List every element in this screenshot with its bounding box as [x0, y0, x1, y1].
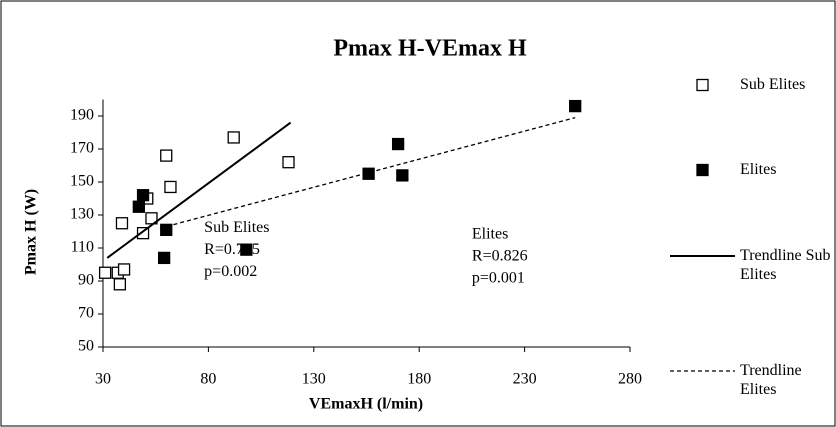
x-tick-label: 280 [618, 371, 642, 388]
data-point [117, 263, 131, 276]
y-tick-label: 70 [78, 305, 94, 322]
legend-label: Trendline Elites [740, 362, 802, 398]
chart-title: Pmax H-VEmax H [333, 36, 527, 62]
data-point [391, 137, 405, 151]
legend-label: Sub Elites [740, 76, 806, 93]
x-tick-label: 80 [200, 371, 216, 388]
y-axis-label: Pmax H (W) [23, 189, 40, 275]
x-tick-label: 180 [407, 371, 431, 388]
data-point [396, 169, 409, 182]
data-point [113, 278, 127, 291]
data-point [136, 226, 150, 240]
annotation: R=0.826 [472, 247, 528, 264]
data-point [132, 200, 145, 213]
data-point [569, 99, 582, 113]
data-point [164, 180, 177, 194]
data-point [160, 149, 173, 162]
data-point [157, 251, 171, 265]
legend-marker [696, 78, 709, 92]
legend-marker [696, 163, 709, 177]
y-tick-label: 170 [70, 140, 94, 157]
y-tick-label: 110 [71, 239, 94, 256]
x-axis-label: VEmaxH (l/min) [309, 396, 423, 413]
data-point [98, 266, 112, 279]
annotation: p=0.002 [204, 263, 257, 280]
trendline [106, 121, 292, 259]
x-tick-label: 230 [513, 371, 537, 388]
data-point [240, 243, 253, 256]
y-tick-label: 50 [78, 338, 94, 355]
legend-label: Trendline Sub Elites [740, 247, 831, 283]
y-tick-label: 90 [78, 272, 94, 289]
data-point [282, 156, 295, 169]
trendline [159, 117, 576, 229]
y-tick-label: 190 [70, 107, 94, 124]
data-point [160, 223, 173, 237]
data-point [145, 212, 158, 225]
annotation: p=0.001 [472, 269, 525, 286]
legend-label: Elites [740, 161, 777, 178]
data-point [136, 189, 150, 202]
data-point [115, 217, 129, 230]
annotation: R=0.795 [204, 241, 260, 258]
y-tick-label: 130 [70, 206, 94, 223]
y-tick-label: 150 [70, 173, 94, 190]
data-point [227, 131, 240, 144]
x-tick-label: 30 [95, 371, 111, 388]
x-tick-label: 130 [302, 371, 326, 388]
annotation: Elites [472, 225, 508, 242]
annotation: Sub Elites [204, 219, 269, 236]
